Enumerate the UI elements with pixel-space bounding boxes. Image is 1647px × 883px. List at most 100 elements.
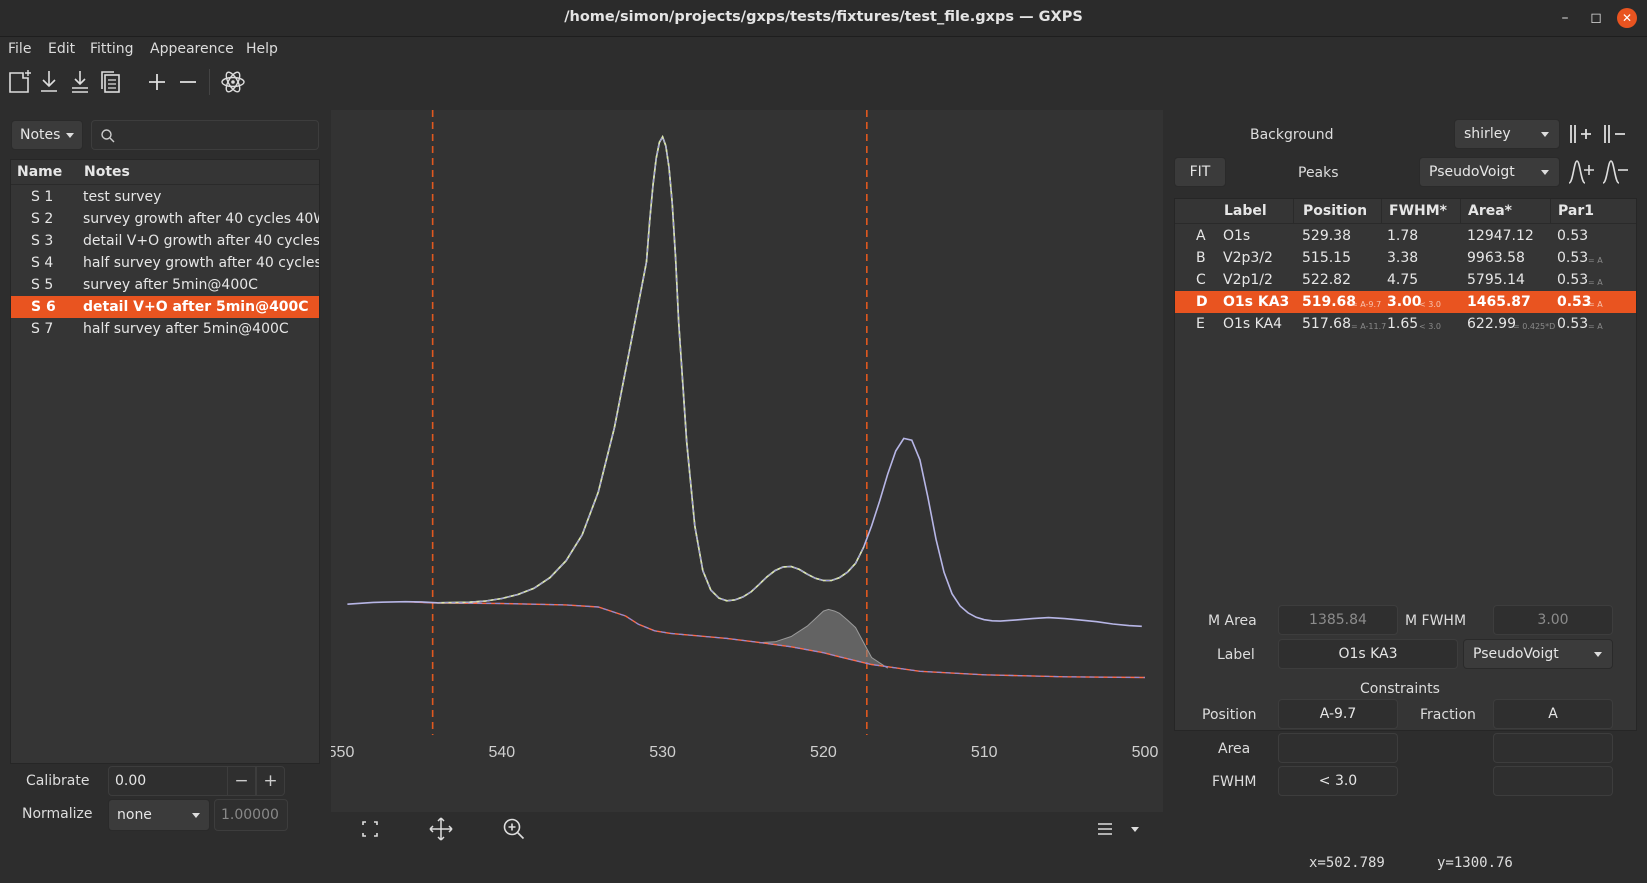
peak-row-selected[interactable]: D O1s KA3 519.68 = A-9.7 3.00 < 3.0 1465… xyxy=(1175,291,1636,313)
file-row[interactable]: S 1 test survey xyxy=(11,186,319,208)
new-file-icon[interactable] xyxy=(5,67,33,97)
peak-shape-combo[interactable]: PseudoVoigt xyxy=(1463,639,1613,669)
spectrum-plot[interactable]: 550 540 530 520 510 500 xyxy=(328,110,1163,812)
normalize-combo[interactable]: none xyxy=(108,799,210,831)
maximize-icon[interactable]: ◻ xyxy=(1590,10,1602,26)
peak-id: E xyxy=(1196,316,1205,332)
peak-row[interactable]: C V2p1/2 522.82 4.75 5795.14 0.53 = A xyxy=(1175,269,1636,291)
zoom-fit-icon[interactable] xyxy=(355,814,385,844)
menu-icon[interactable] xyxy=(1090,814,1120,844)
add-background-icon[interactable] xyxy=(1566,119,1596,149)
increment-button[interactable]: + xyxy=(256,766,285,796)
peak-area: 622.99 xyxy=(1467,316,1516,332)
column-notes[interactable]: Notes xyxy=(84,164,130,180)
menu-bar: File Edit Fitting Appearence Help xyxy=(0,37,1647,63)
position-constraint-input[interactable]: A-9.7 xyxy=(1278,699,1398,729)
background-label: Background xyxy=(1250,127,1334,143)
calibrate-input[interactable]: 0.00 xyxy=(108,766,228,796)
menu-help[interactable]: Help xyxy=(246,41,278,57)
chevron-down-icon xyxy=(1541,132,1549,137)
toolbar-separator xyxy=(209,69,210,95)
copy-icon[interactable] xyxy=(97,67,125,97)
fit-button[interactable]: FIT xyxy=(1174,157,1226,187)
par1-constraint: = A xyxy=(1588,322,1603,331)
fraction-constraint-input[interactable]: A xyxy=(1493,699,1613,729)
column-area[interactable]: Area* xyxy=(1468,203,1513,219)
m-area-field: 1385.84 xyxy=(1278,605,1398,635)
peak-shape: PseudoVoigt xyxy=(1473,646,1559,662)
area-label: Area xyxy=(1218,741,1251,757)
remove-peak-icon[interactable] xyxy=(1600,157,1630,187)
atom-icon[interactable] xyxy=(219,67,247,97)
search-input[interactable] xyxy=(91,120,319,150)
search-icon xyxy=(101,129,115,143)
import-multiple-icon[interactable] xyxy=(66,67,94,97)
peak-label: O1s KA4 xyxy=(1223,316,1283,332)
menu-edit[interactable]: Edit xyxy=(48,41,76,57)
background-model-combo[interactable]: shirley xyxy=(1454,119,1560,149)
calibrate-value: 0.00 xyxy=(115,773,147,789)
column-fwhm[interactable]: FWHM* xyxy=(1389,203,1447,219)
label-input[interactable]: O1s KA3 xyxy=(1278,639,1458,669)
par1-constraint: = A xyxy=(1588,256,1603,265)
spectrum-curve xyxy=(347,135,1142,628)
area-constraint-input[interactable] xyxy=(1278,733,1398,763)
column-divider xyxy=(1293,199,1294,224)
plot-canvas[interactable]: 550 540 530 520 510 500 xyxy=(328,110,1163,812)
peak-model-combo[interactable]: PseudoVoigt xyxy=(1419,157,1560,187)
fwhm-extra-input[interactable] xyxy=(1493,766,1613,796)
file-notes: half survey after 5min@400C xyxy=(83,321,289,337)
file-notes: survey after 5min@400C xyxy=(83,277,258,293)
peak-par1: 0.53 xyxy=(1557,294,1592,310)
file-row[interactable]: S 5 survey after 5min@400C xyxy=(11,274,319,296)
menu-file[interactable]: File xyxy=(8,41,32,57)
fwhm-constraint-input[interactable]: < 3.0 xyxy=(1278,766,1398,796)
file-name: S 5 xyxy=(31,277,54,293)
file-row[interactable]: S 4 half survey growth after 40 cycles 40… xyxy=(11,252,319,274)
constraints-title: Constraints xyxy=(1360,681,1440,697)
decrement-button[interactable]: − xyxy=(227,766,256,796)
peak-area: 9963.58 xyxy=(1467,250,1525,266)
peak-row[interactable]: A O1s 529.38 1.78 12947.12 0.53 xyxy=(1175,225,1636,247)
dropdown-arrow-icon[interactable] xyxy=(1120,814,1150,844)
column-position[interactable]: Position xyxy=(1303,203,1368,219)
area-extra-input[interactable] xyxy=(1493,733,1613,763)
x-tick-label: 510 xyxy=(971,744,998,761)
peak-row[interactable]: E O1s KA4 517.68 = A-11.7 1.65 < 3.0 622… xyxy=(1175,313,1636,335)
import-icon[interactable] xyxy=(35,67,63,97)
file-row-selected[interactable]: S 6 detail V+O after 5min@400C xyxy=(11,296,319,318)
fit-button-label: FIT xyxy=(1189,164,1211,180)
minimize-icon[interactable]: – xyxy=(1561,10,1569,26)
add-peak-icon[interactable] xyxy=(1566,157,1596,187)
remove-background-icon[interactable] xyxy=(1600,119,1630,149)
file-row[interactable]: S 2 survey growth after 40 cycles 40W-O2 xyxy=(11,208,319,230)
x-tick-label: 500 xyxy=(1132,744,1159,761)
par1-constraint: = A xyxy=(1588,278,1603,287)
notes-combo[interactable]: Notes xyxy=(11,120,83,150)
file-row[interactable]: S 7 half survey after 5min@400C xyxy=(11,318,319,340)
menu-fitting[interactable]: Fitting xyxy=(90,41,134,57)
column-label[interactable]: Label xyxy=(1224,203,1267,219)
column-par1[interactable]: Par1 xyxy=(1558,203,1594,219)
normalize-factor-input[interactable]: 1.00000 xyxy=(214,799,288,831)
file-row[interactable]: S 3 detail V+O growth after 40 cycles 40W xyxy=(11,230,319,252)
column-divider xyxy=(1381,199,1382,224)
remove-icon[interactable] xyxy=(174,67,202,97)
notes-combo-label: Notes xyxy=(20,127,61,143)
peak-id: A xyxy=(1196,228,1206,244)
menu-appearence[interactable]: Appearence xyxy=(150,41,234,57)
zoom-icon[interactable] xyxy=(499,814,529,844)
file-name: S 4 xyxy=(31,255,54,271)
pan-icon[interactable] xyxy=(426,814,456,844)
peak-par1: 0.53 xyxy=(1557,228,1589,244)
plot-toolbar xyxy=(331,812,1163,844)
peak-area: 1465.87 xyxy=(1467,294,1531,310)
calibrate-label: Calibrate xyxy=(26,773,90,789)
add-icon[interactable] xyxy=(143,67,171,97)
column-name[interactable]: Name xyxy=(17,164,63,180)
peak-label: O1s KA3 xyxy=(1223,294,1290,310)
peak-row[interactable]: B V2p3/2 515.15 3.38 9963.58 0.53 = A xyxy=(1175,247,1636,269)
normalize-value: none xyxy=(117,807,152,823)
close-icon[interactable]: ✕ xyxy=(1617,8,1637,28)
fraction-label: Fraction xyxy=(1420,707,1476,723)
